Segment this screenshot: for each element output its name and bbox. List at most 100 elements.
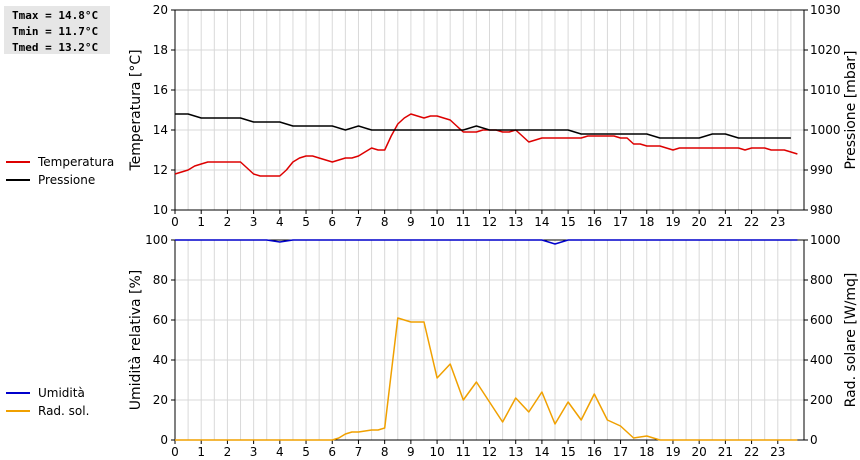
y2-tick-label: 600	[810, 313, 833, 327]
x-tick-label: 4	[276, 445, 284, 459]
y-tick-label: 14	[153, 123, 168, 137]
x-tick-label: 13	[508, 215, 523, 229]
x-tick-label: 15	[560, 215, 575, 229]
y-axis-title: Umidità relativa [%]	[128, 270, 144, 411]
y2-tick-label: 800	[810, 273, 833, 287]
x-tick-label: 19	[665, 215, 680, 229]
x-tick-label: 9	[407, 215, 415, 229]
x-tick-label: 1	[197, 215, 205, 229]
legend-swatch-pressione	[6, 179, 30, 181]
x-tick-label: 10	[429, 215, 444, 229]
x-tick-label: 9	[407, 445, 415, 459]
x-tick-label: 23	[770, 215, 785, 229]
x-tick-label: 22	[744, 215, 759, 229]
y-tick-label: 20	[153, 393, 168, 407]
y-tick-label: 16	[153, 83, 168, 97]
series-line-rad-sol	[175, 317, 798, 441]
legend-item-rad-sol: Rad. sol.	[6, 402, 89, 420]
chart-1: 0 1 2 3 4 5 6 7 8 9 10 11 12 13 14 15 16 17 18 19 20 21 22 2310…	[128, 3, 859, 229]
y-tick-label: 12	[153, 163, 168, 177]
x-tick-label: 13	[508, 445, 523, 459]
y-tick-label: 10	[153, 203, 168, 217]
y2-tick-label: 1030	[810, 3, 841, 17]
y2-tick-label: 980	[810, 203, 833, 217]
stat-tmed: Tmed = 13.2°C	[12, 41, 99, 54]
chart-2: 0 1 2 3 4 5 6 7 8 9 10 11 12 13 14 15 16 17 18 19 20 21 22 2302…	[128, 233, 859, 459]
x-tick-label: 0	[171, 445, 179, 459]
x-tick-label: 18	[639, 215, 654, 229]
y-tick-label: 20	[153, 3, 168, 17]
legend-label-umidita: Umidità	[38, 386, 85, 400]
stats-box: Tmax = 14.8°C Tmin = 11.7°C Tmed = 13.2°…	[4, 6, 110, 54]
x-tick-label: 12	[482, 445, 497, 459]
series-line-umidit	[175, 239, 798, 245]
x-tick-label: 5	[302, 445, 310, 459]
x-tick-label: 0	[171, 215, 179, 229]
x-tick-label: 23	[770, 445, 785, 459]
y2-tick-label: 400	[810, 353, 833, 367]
x-tick-label: 6	[328, 215, 336, 229]
x-tick-label: 17	[613, 215, 628, 229]
legend-bottom-chart: Umidità Rad. sol.	[6, 384, 89, 420]
y-tick-label: 80	[153, 273, 168, 287]
y-tick-label: 60	[153, 313, 168, 327]
x-tick-label: 2	[224, 215, 232, 229]
x-tick-label: 8	[381, 215, 389, 229]
x-tick-label: 17	[613, 445, 628, 459]
x-tick-label: 8	[381, 445, 389, 459]
x-tick-label: 3	[250, 215, 258, 229]
x-tick-label: 4	[276, 215, 284, 229]
y-tick-label: 18	[153, 43, 168, 57]
y2-axis-title: Pressione [mbar]	[843, 50, 859, 169]
x-tick-label: 15	[560, 445, 575, 459]
series-line-temperatura	[174, 113, 798, 177]
x-tick-label: 12	[482, 215, 497, 229]
y2-axis-title: Rad. solare [W/mq]	[843, 273, 859, 408]
x-tick-label: 20	[692, 445, 707, 459]
y-tick-label: 100	[145, 233, 168, 247]
x-tick-label: 19	[665, 445, 680, 459]
x-tick-label: 7	[355, 215, 363, 229]
legend-label-pressione: Pressione	[38, 173, 96, 187]
y2-tick-label: 990	[810, 163, 833, 177]
x-tick-label: 20	[692, 215, 707, 229]
y-axis-title: Temperatura [°C]	[128, 49, 144, 171]
x-tick-label: 10	[429, 445, 444, 459]
legend-label-rad-sol: Rad. sol.	[38, 404, 90, 418]
y2-tick-label: 0	[810, 433, 818, 447]
legend-swatch-temperatura	[6, 161, 30, 163]
legend-label-temperatura: Temperatura	[38, 155, 115, 169]
y-tick-label: 0	[160, 433, 168, 447]
y2-tick-label: 1000	[810, 233, 841, 247]
legend-item-pressione: Pressione	[6, 171, 114, 189]
x-tick-label: 2	[224, 445, 232, 459]
x-tick-label: 22	[744, 445, 759, 459]
legend-swatch-umidita	[6, 392, 30, 394]
x-tick-label: 6	[328, 445, 336, 459]
legend-item-umidita: Umidità	[6, 384, 89, 402]
x-tick-label: 14	[534, 215, 549, 229]
x-tick-label: 3	[250, 445, 258, 459]
stat-tmax: Tmax = 14.8°C	[12, 9, 99, 22]
x-tick-label: 21	[718, 215, 733, 229]
x-tick-label: 16	[587, 215, 602, 229]
y2-tick-label: 1000	[810, 123, 841, 137]
y2-tick-label: 1010	[810, 83, 841, 97]
legend-item-temperatura: Temperatura	[6, 153, 114, 171]
x-tick-label: 11	[456, 445, 471, 459]
stat-tmin: Tmin = 11.7°C	[12, 25, 99, 38]
x-tick-label: 7	[355, 445, 363, 459]
y-tick-label: 40	[153, 353, 168, 367]
x-tick-label: 1	[197, 445, 205, 459]
legend-top-chart: Temperatura Pressione	[6, 153, 114, 189]
x-tick-label: 5	[302, 215, 310, 229]
x-tick-label: 11	[456, 215, 471, 229]
x-tick-label: 16	[587, 445, 602, 459]
y2-tick-label: 1020	[810, 43, 841, 57]
x-tick-label: 21	[718, 445, 733, 459]
series-line-pressione	[175, 113, 791, 139]
x-tick-label: 14	[534, 445, 549, 459]
x-tick-label: 18	[639, 445, 654, 459]
y2-tick-label: 200	[810, 393, 833, 407]
